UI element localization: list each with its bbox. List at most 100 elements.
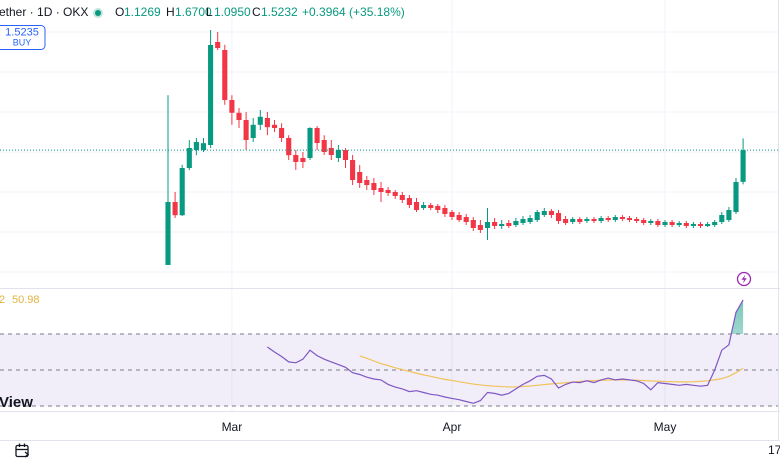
candle-body xyxy=(463,217,469,222)
candle-body xyxy=(520,219,526,223)
candle-body xyxy=(342,150,349,160)
rsi-band xyxy=(0,334,778,406)
candles xyxy=(0,30,778,265)
candle-body xyxy=(705,224,711,226)
legend-high: 1.6700 xyxy=(175,5,212,19)
candle-body xyxy=(634,219,640,221)
candle-body xyxy=(591,219,597,221)
candle-body xyxy=(208,45,214,145)
candle-body xyxy=(264,118,270,128)
candle-body xyxy=(279,128,285,138)
candle-body xyxy=(499,224,505,226)
candle-body xyxy=(392,192,398,196)
candle-body xyxy=(371,183,377,190)
rsi-line xyxy=(267,299,744,404)
symbol-title[interactable]: ether · 1D · OKX xyxy=(0,5,88,19)
candle-body xyxy=(406,198,412,205)
candle-body xyxy=(435,206,441,210)
legend-low: 1.0950 xyxy=(214,5,251,19)
candle-body xyxy=(300,158,306,162)
candle-body xyxy=(541,211,547,215)
buy-button-frame[interactable] xyxy=(0,25,46,50)
candle-body xyxy=(293,155,299,162)
candle-body xyxy=(662,222,668,225)
candle-body xyxy=(690,224,696,226)
candle-body xyxy=(676,223,682,225)
candle-body xyxy=(534,212,540,220)
candle-body xyxy=(250,124,256,138)
rsi-ma-line xyxy=(359,355,744,388)
legend-h: H xyxy=(166,5,175,19)
candle-body xyxy=(314,128,320,143)
candle-body xyxy=(506,223,512,226)
rsi-pane xyxy=(0,299,778,407)
legend-close: 1.5232 xyxy=(261,5,298,19)
candle-body xyxy=(484,222,491,228)
time-label-edge: 17 xyxy=(768,443,780,457)
candle-body xyxy=(357,172,363,183)
candle-body xyxy=(442,208,448,214)
candle-body xyxy=(584,219,590,221)
buy-button[interactable]: 1.5235 BUY xyxy=(0,25,46,50)
candle-body xyxy=(364,180,370,185)
candle-body xyxy=(570,219,576,222)
candle-body xyxy=(669,222,675,225)
candle-body xyxy=(307,128,313,158)
buy-price[interactable]: 1.5235 xyxy=(5,26,39,38)
candle-body xyxy=(321,140,327,152)
lightning-bolt[interactable] xyxy=(741,274,747,284)
logo[interactable]: View xyxy=(0,394,33,411)
legend-open: 1.1269 xyxy=(124,5,161,19)
candle-body xyxy=(470,220,476,228)
candle-body xyxy=(456,215,462,220)
candle-body xyxy=(683,223,689,226)
candle-body xyxy=(335,150,341,158)
calendar-icon[interactable] xyxy=(15,443,30,458)
calendar-body[interactable] xyxy=(15,444,29,458)
candle-body xyxy=(641,220,647,223)
candle-body xyxy=(350,160,356,180)
candle-body xyxy=(421,205,427,208)
time-label: Apr xyxy=(443,420,462,434)
candle-body xyxy=(186,148,192,168)
candle-body xyxy=(648,221,654,223)
candle-body xyxy=(413,202,420,210)
calendar-arrow xyxy=(24,451,30,458)
candle-body xyxy=(712,222,718,225)
candle-body xyxy=(655,221,661,225)
candle-body xyxy=(598,218,604,221)
buy-label[interactable]: BUY xyxy=(13,37,32,47)
candle-body xyxy=(449,212,455,217)
candle-body xyxy=(215,42,221,48)
candle-body xyxy=(200,143,207,150)
candle-body xyxy=(172,202,178,216)
candle-body xyxy=(697,224,704,226)
legend-change: +0.3964 (+35.18%) xyxy=(302,5,405,19)
candle-body xyxy=(477,225,483,230)
rsi-label: 2 xyxy=(0,294,5,306)
candle-body xyxy=(626,218,633,220)
candle-body xyxy=(619,217,625,219)
lightning-icon[interactable] xyxy=(736,271,752,287)
candle-body xyxy=(165,202,171,265)
candle-body xyxy=(328,148,334,155)
rsi-ma-value: 50.98 xyxy=(12,294,40,306)
candle-body xyxy=(527,218,533,222)
candle-body xyxy=(726,210,732,220)
candle-body xyxy=(719,215,725,222)
candle-body xyxy=(236,112,242,120)
candle-body xyxy=(286,138,292,156)
legend-c: C xyxy=(252,5,261,19)
candle-body xyxy=(548,211,554,215)
candle-body xyxy=(612,217,618,220)
candle-body xyxy=(555,213,562,221)
candle-body xyxy=(733,182,739,212)
candle-body xyxy=(563,219,569,223)
candle-body xyxy=(179,168,185,216)
candle-body xyxy=(229,100,235,113)
candle-body xyxy=(428,205,434,208)
time-label: Mar xyxy=(222,420,243,434)
candle-body xyxy=(193,142,199,150)
